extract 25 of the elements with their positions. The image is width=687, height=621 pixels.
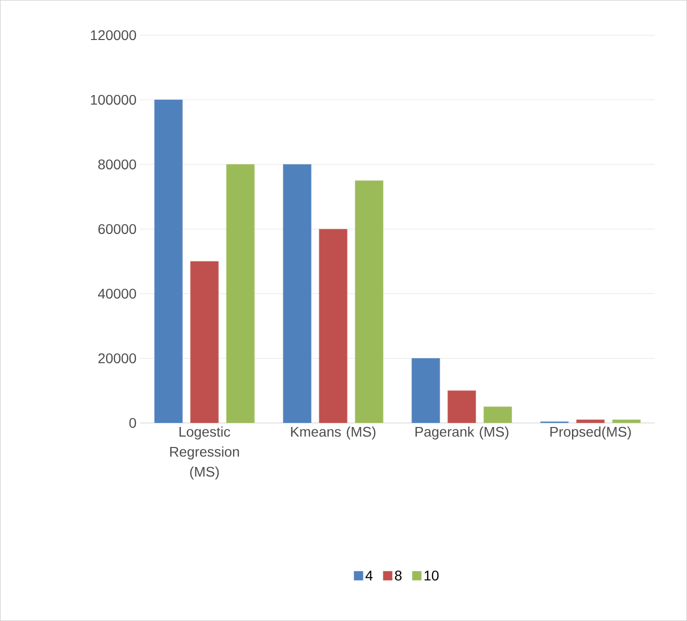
y-tick-label: 100000: [90, 94, 136, 105]
y-tick-label: 120000: [90, 30, 136, 40]
legend-label: 10: [424, 570, 439, 581]
bar: [412, 358, 440, 423]
bar: [448, 390, 476, 423]
x-tick-label: Propsed(MS): [550, 426, 631, 440]
bar: [576, 420, 605, 423]
legend-label: 8: [395, 570, 402, 581]
y-tick-label: 80000: [98, 159, 136, 170]
bar: [154, 100, 183, 423]
y-tick-label: 60000: [98, 224, 136, 234]
x-tick-label: Pagerank (MS): [416, 426, 508, 440]
bar: [484, 406, 512, 423]
x-tick-label: Kmeans (MS): [291, 426, 376, 440]
y-tick-label: 40000: [98, 288, 136, 299]
bar: [226, 164, 255, 423]
legend-label: 4: [366, 570, 373, 580]
bar: [354, 180, 384, 423]
bar: [282, 164, 312, 423]
bar: [318, 228, 348, 423]
bar: [612, 420, 641, 423]
y-tick-label: 20000: [98, 353, 136, 364]
y-tick-label: 0: [129, 418, 136, 428]
bar: [190, 261, 219, 423]
x-tick-label: Logestic Regression (MS): [170, 426, 239, 480]
